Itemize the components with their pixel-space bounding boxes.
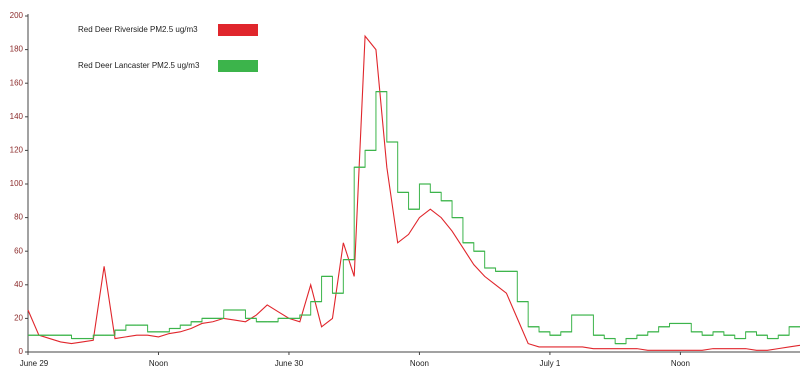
step-line-outline: [28, 91, 800, 345]
y-tick-label: 60: [14, 246, 23, 255]
legend-label: Red Deer Lancaster PM2.5 ug/m3: [78, 61, 200, 70]
y-tick-label: 140: [10, 112, 24, 121]
legend-swatch: [218, 24, 258, 36]
y-tick-label: 80: [14, 213, 23, 222]
y-tick-label: 120: [10, 146, 24, 155]
legend-label: Red Deer Riverside PM2.5 ug/m3: [78, 25, 198, 34]
y-tick-label: 160: [10, 78, 24, 87]
legend-swatch: [218, 60, 258, 72]
series-line: [27, 34, 800, 351]
y-tick-label: 40: [14, 280, 23, 289]
y-tick-label: 180: [10, 45, 24, 54]
y-tick-label: 0: [19, 347, 24, 356]
y-tick-label: 200: [10, 11, 24, 20]
x-tick-label: June 30: [275, 359, 304, 368]
x-tick-label: June 29: [20, 359, 49, 368]
x-tick-label: Noon: [149, 359, 168, 368]
y-tick-label: 20: [14, 314, 23, 323]
x-tick-label: July 1: [539, 359, 560, 368]
x-tick-label: Noon: [671, 359, 690, 368]
x-tick-label: Noon: [410, 359, 429, 368]
y-tick-label: 100: [10, 179, 24, 188]
